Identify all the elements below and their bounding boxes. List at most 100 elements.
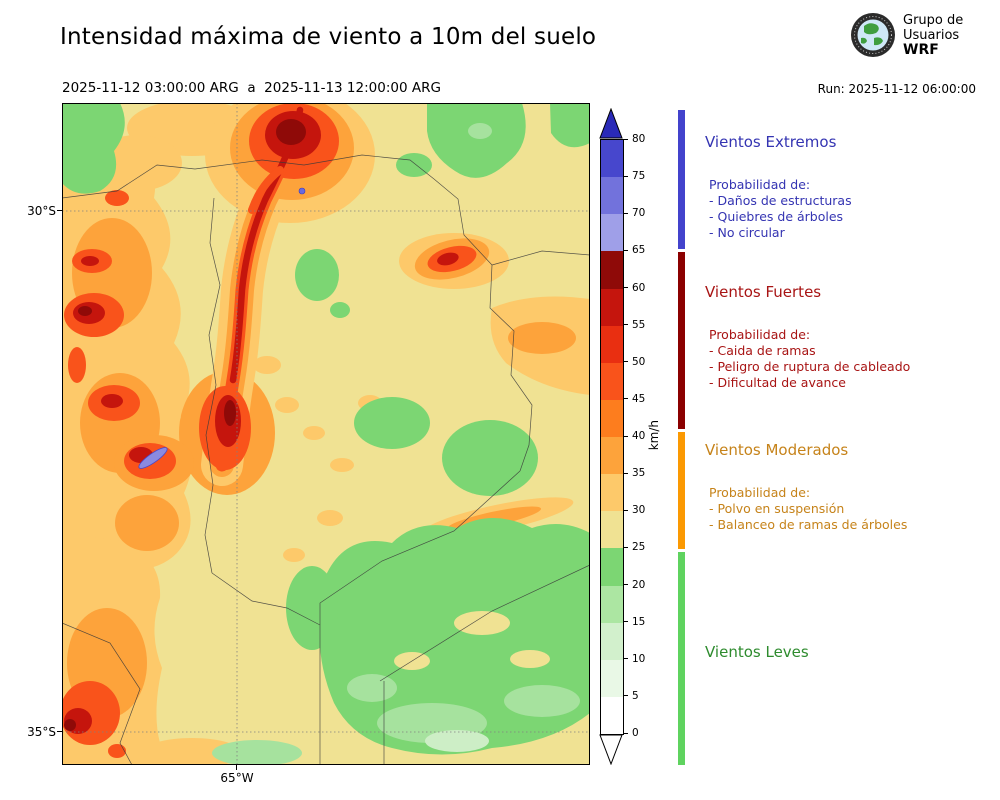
colorbar-tick-label: 30: [632, 504, 646, 517]
colorbar-tick-label: 15: [632, 615, 646, 628]
legend-title: Vientos Leves: [705, 643, 809, 661]
legend-item: - No circular: [709, 225, 785, 240]
legend-items: - Caida de ramas - Peligro de ruptura de …: [705, 343, 910, 391]
colorbar-ticks: 0 5 10 15 20 25 30 35 40 45 50 55 60 65 70 75 80: [624, 133, 658, 739]
colorbar-tick-mark: [624, 546, 628, 548]
colorbar-unit-label: km/h: [647, 420, 661, 451]
colorbar-tick-label: 70: [632, 207, 646, 220]
y-axis-tick: [57, 731, 62, 732]
colorbar-tick-mark: [624, 658, 628, 660]
page-title: Intensidad máxima de viento a 10m del su…: [60, 24, 597, 50]
wrf-logo-group: Grupo de Usuarios WRF: [850, 12, 963, 58]
colorbar-segment: [601, 214, 623, 252]
legend-item: - Balanceo de ramas de árboles: [709, 517, 908, 532]
map-frame: [62, 103, 590, 765]
colorbar-tick-label: 10: [632, 652, 646, 665]
colorbar-tick-mark: [624, 732, 628, 734]
colorbar-tick-mark: [624, 398, 628, 400]
colorbar-tick-mark: [624, 695, 628, 697]
strip-fuertes: [678, 252, 685, 429]
legend-items: - Polvo en suspensión - Balanceo de ramas…: [705, 501, 907, 533]
legend-title: Vientos Fuertes: [705, 283, 822, 301]
colorbar-tick-mark: [624, 324, 628, 326]
strip-leves: [678, 552, 685, 765]
legend-item: - Quiebres de árboles: [709, 209, 844, 224]
legend-block-fuertes: Vientos Fuertes Probabilidad de: - Caida…: [705, 283, 910, 391]
extreme-wind-marks: [138, 187, 306, 469]
colorbar-tick-mark: [624, 472, 628, 474]
colorbar-segment: [601, 325, 623, 363]
colorbar-tick-label: 5: [632, 689, 639, 702]
legend-item: - Caida de ramas: [709, 343, 816, 358]
logo-text: Grupo de Usuarios WRF: [903, 13, 963, 58]
colorbar-tick-mark: [624, 175, 628, 177]
probability-label: Probabilidad de:: [709, 177, 811, 192]
x-axis-tick: [236, 765, 237, 770]
colorbar-tick-label: 65: [632, 244, 646, 257]
legend-items: - Daños de estructuras - Quiebres de árbo…: [705, 193, 852, 241]
legend-block-leves: Vientos Leves: [705, 643, 809, 687]
colorbar-segment: [601, 474, 623, 512]
colorbar-tick-label: 55: [632, 318, 646, 331]
colorbar-segment: [601, 548, 623, 586]
colorbar-segment: [601, 399, 623, 437]
valid-period-text: 2025-11-12 03:00:00 ARG a 2025-11-13 12:…: [62, 80, 441, 96]
strip-extremos: [678, 110, 685, 249]
legend-item: - Peligro de ruptura de cableado: [709, 359, 911, 374]
legend-block-extremos: Vientos Extremos Probabilidad de: - Daño…: [705, 133, 852, 241]
colorbar-segment: [601, 177, 623, 215]
legend-color-strip: [678, 110, 685, 765]
colorbar-tick-label: 75: [632, 170, 646, 183]
strip-moderados: [678, 432, 685, 549]
graticule-gridlines: [62, 103, 590, 765]
colorbar-tick-mark: [624, 509, 628, 511]
colorbar-segment: [601, 585, 623, 623]
colorbar-over-arrow: [599, 108, 623, 139]
colorbar-tick-label: 40: [632, 430, 646, 442]
run-timestamp: Run: 2025-11-12 06:00:00: [817, 82, 976, 96]
colorbar-tick-mark: [624, 138, 628, 140]
legend-title: Vientos Moderados: [705, 441, 849, 459]
colorbar-segment: [601, 437, 623, 475]
colorbar-tick-label: 35: [632, 467, 646, 480]
colorbar-segment: [601, 696, 623, 734]
legend-block-moderados: Vientos Moderados Probabilidad de: - Pol…: [705, 441, 907, 533]
colorbar-tick-mark: [624, 361, 628, 363]
colorbar-segment: [601, 622, 623, 660]
reservoir-lake: [138, 447, 168, 469]
colorbar-tick-label: 45: [632, 392, 646, 405]
y-axis-tick: [57, 210, 62, 211]
colorbar-segment: [601, 511, 623, 549]
colorbar-under-arrow: [599, 734, 623, 765]
globe-logo-icon: [851, 13, 895, 57]
colorbar-tick-mark: [624, 287, 628, 288]
logo-line1: Grupo de: [903, 12, 964, 28]
colorbar-tick-mark: [624, 621, 628, 623]
y-axis-label-30s: 30°S: [27, 204, 56, 218]
colorbar-segment: [601, 288, 623, 326]
colorbar-tick-label: 80: [632, 133, 646, 145]
colorbar-segment: [601, 251, 623, 289]
legend-item: - Dificultad de avance: [709, 375, 846, 390]
colorbar-segment: [601, 140, 623, 178]
colorbar-tick-mark: [624, 584, 628, 585]
colorbar-tick-label: 20: [632, 578, 646, 591]
colorbar-tick-mark: [624, 212, 628, 214]
colorbar-segment: [601, 659, 623, 697]
legend-title: Vientos Extremos: [705, 133, 837, 151]
probability-label: Probabilidad de:: [709, 485, 811, 500]
x-axis-label-65w: 65°W: [220, 771, 254, 785]
colorbar-tick-label: 25: [632, 541, 646, 554]
colorbar-tick-label: 60: [632, 281, 646, 294]
light-wind-green-regions: [62, 103, 590, 765]
probability-label: Probabilidad de:: [709, 327, 811, 342]
legend-item: - Daños de estructuras: [709, 193, 852, 208]
y-axis-label-35s: 35°S: [27, 725, 56, 739]
colorbar-tick-label: 50: [632, 355, 646, 368]
wind-intensity-map: [62, 103, 590, 765]
colorbar-tick-label: 0: [632, 727, 639, 739]
colorbar: [600, 139, 624, 735]
province-boundaries: [62, 154, 590, 765]
logo-line3: WRF: [903, 41, 939, 58]
